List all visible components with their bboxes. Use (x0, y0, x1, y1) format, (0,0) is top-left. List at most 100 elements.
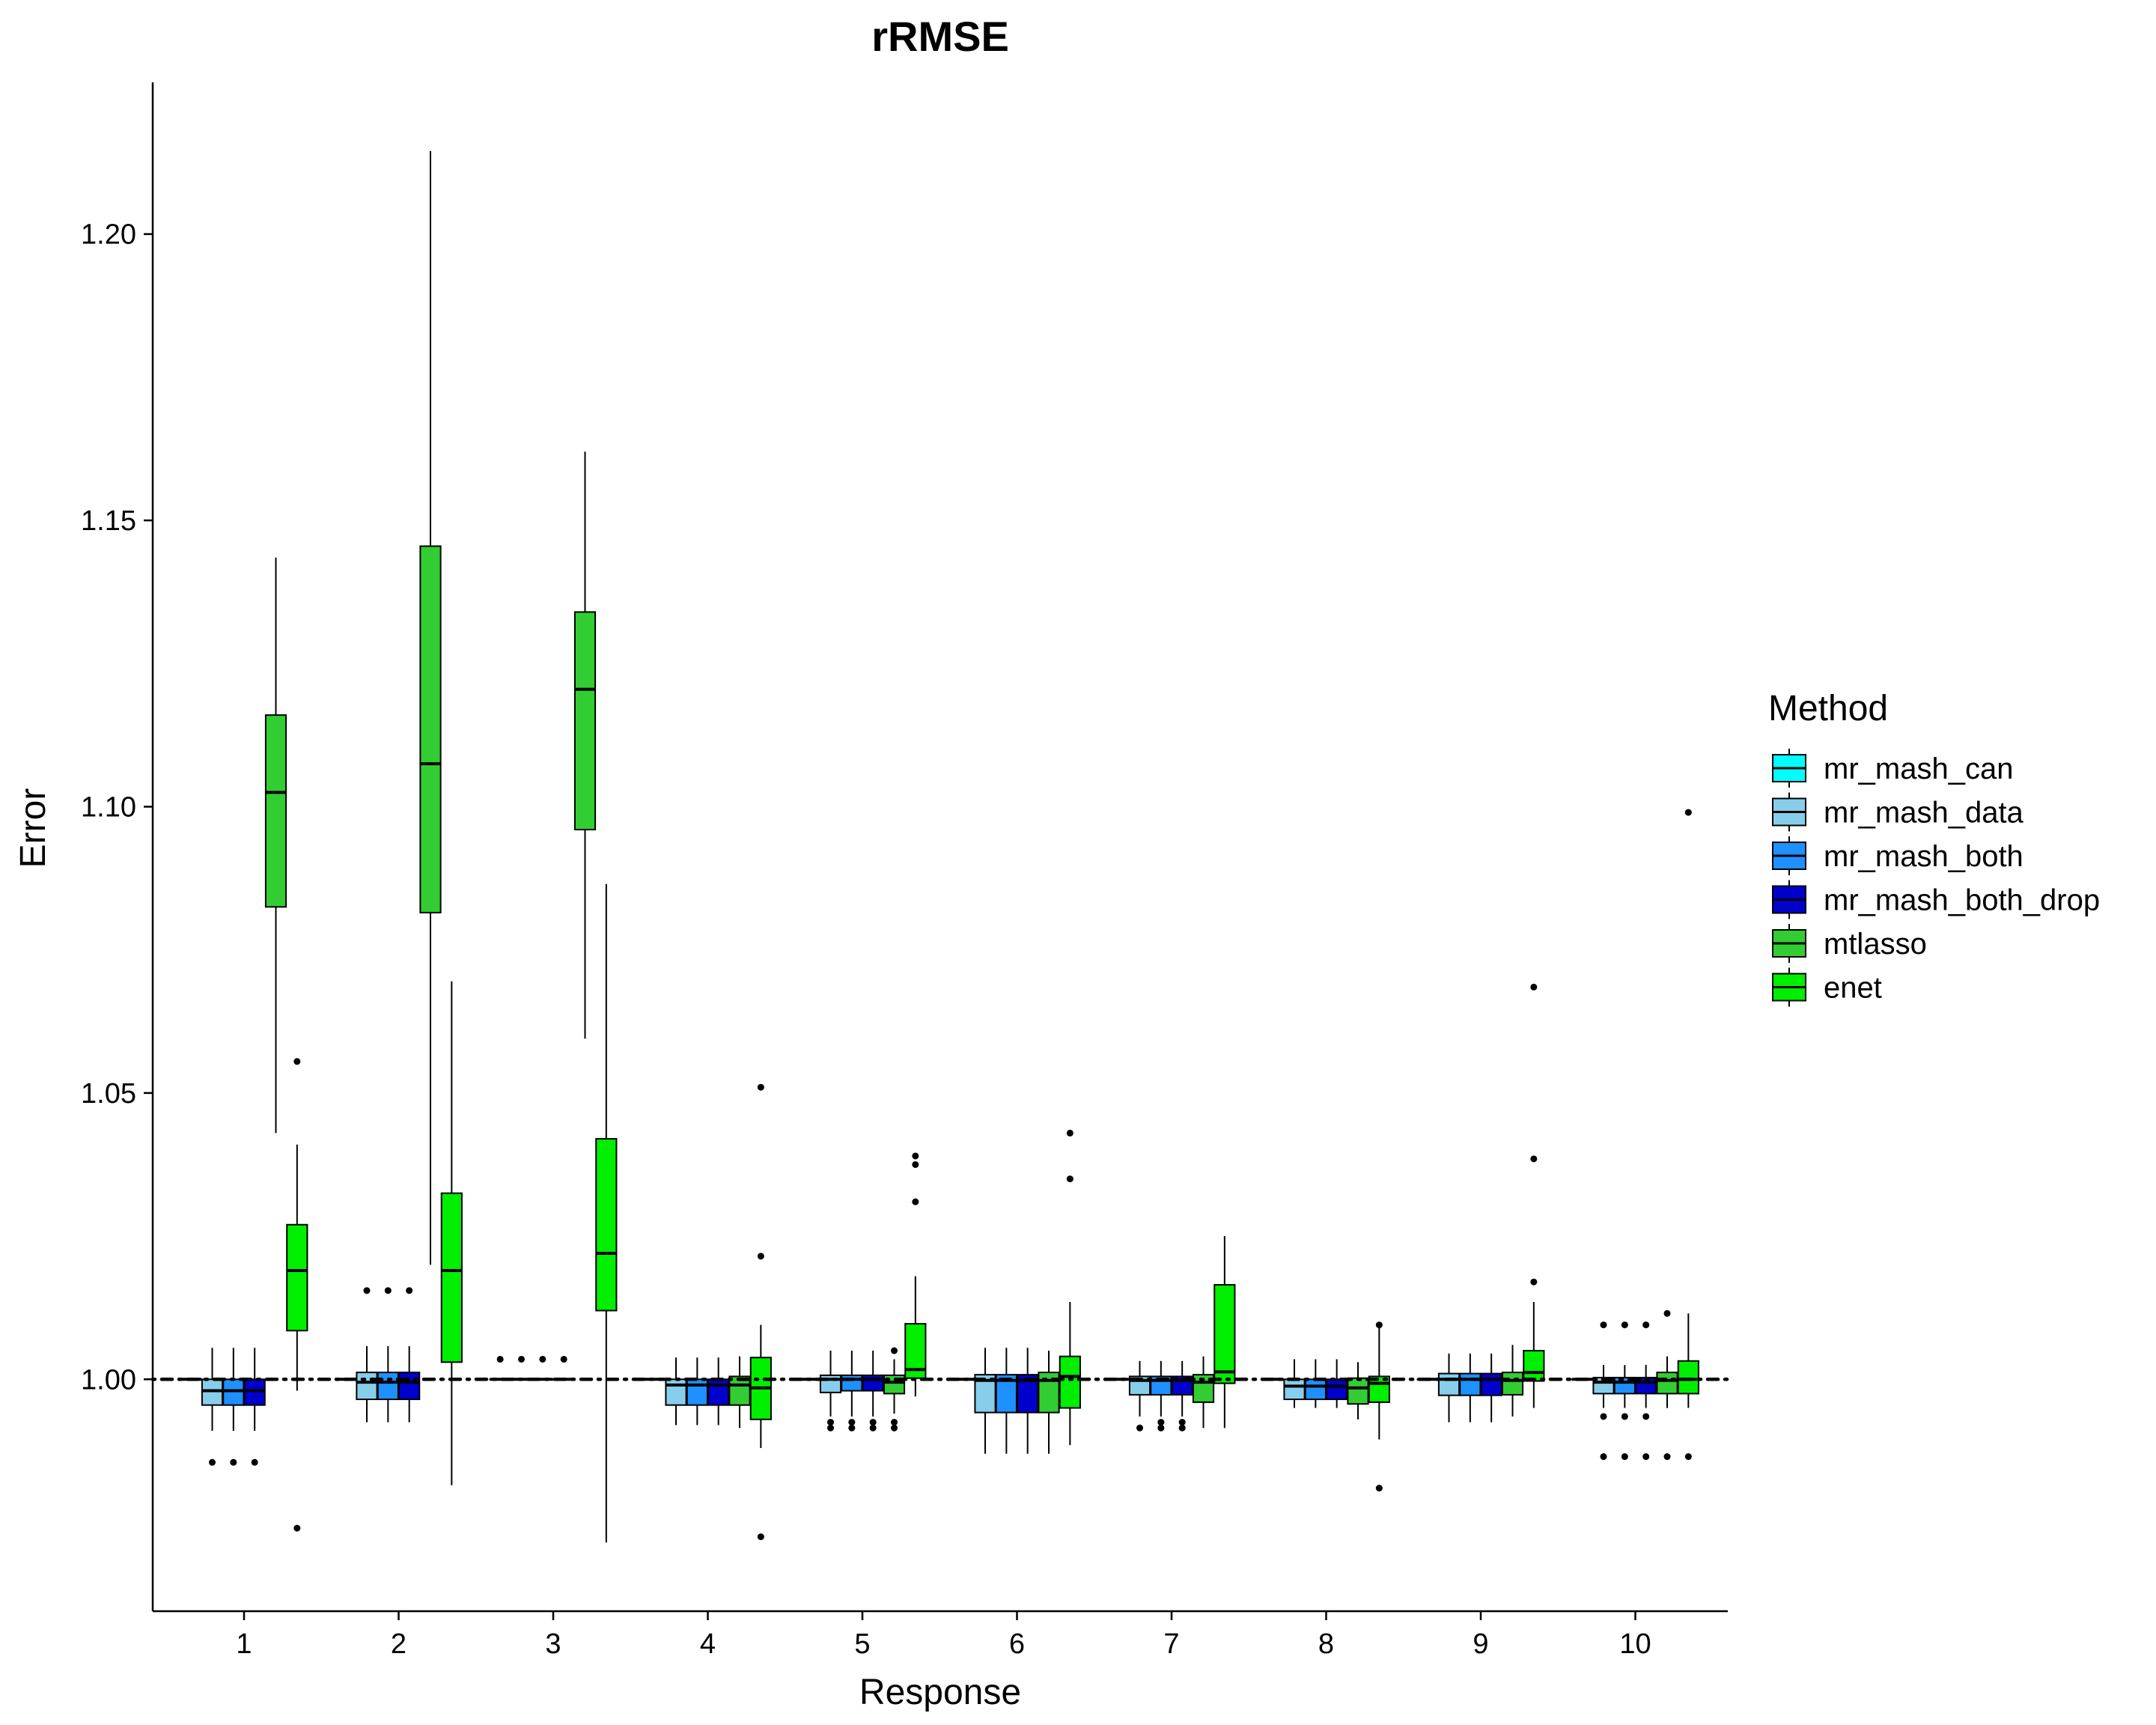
outlier-point (848, 1424, 856, 1432)
box (1326, 1378, 1348, 1401)
box (377, 1372, 399, 1401)
outlier-point (912, 1152, 919, 1160)
outlier-point (891, 1419, 898, 1426)
x-tick-label: 3 (545, 1628, 561, 1660)
outlier-point (912, 1160, 919, 1168)
plot-area (150, 150, 1730, 1543)
outlier-point (1642, 1453, 1650, 1461)
outlier-point (1621, 1321, 1628, 1329)
outlier-point (496, 1355, 504, 1363)
legend-label: mr_mash_can (1824, 752, 2013, 785)
box (1347, 1377, 1369, 1405)
x-tick-label: 5 (854, 1628, 870, 1660)
outlier-point (848, 1419, 856, 1426)
outlier-point (1600, 1321, 1607, 1329)
x-tick-label: 6 (1009, 1628, 1025, 1660)
outlier-point (757, 1253, 764, 1260)
box (707, 1378, 730, 1406)
y-tick-label: 1.05 (81, 1078, 136, 1110)
outlier-point (384, 1287, 392, 1294)
outlier-point (518, 1355, 525, 1363)
series-enet (286, 809, 1699, 1543)
x-tick-label: 8 (1318, 1628, 1334, 1660)
outlier-point (1600, 1413, 1607, 1420)
y-axis-title: Error (13, 788, 53, 868)
box (1213, 1284, 1236, 1384)
x-tick-label: 10 (1619, 1628, 1651, 1660)
outlier-point (891, 1424, 898, 1432)
outlier-point (293, 1058, 301, 1065)
x-tick-label: 9 (1473, 1628, 1488, 1660)
outlier-point (891, 1347, 898, 1354)
box (1480, 1372, 1502, 1396)
outlier-point (406, 1287, 413, 1294)
outlier-point (912, 1198, 919, 1205)
box (356, 1372, 378, 1401)
outlier-point (1663, 1453, 1671, 1461)
y-tick-label: 1.10 (81, 791, 136, 823)
outlier-point (1600, 1453, 1607, 1461)
box (595, 1138, 618, 1312)
box (573, 611, 597, 831)
x-tick-label: 2 (391, 1628, 406, 1660)
outlier-point (1530, 1155, 1538, 1163)
box (440, 1192, 463, 1363)
legend-entry-enet: enet (1772, 967, 1882, 1007)
legend-entry-mr_mash_both: mr_mash_both (1772, 836, 2023, 875)
legend-entry-mtlasso: mtlasso (1772, 924, 1927, 963)
outlier-point (293, 1524, 301, 1532)
box (686, 1378, 708, 1406)
box (665, 1378, 687, 1406)
outlier-point (539, 1355, 546, 1363)
legend-label: mtlasso (1824, 928, 1927, 961)
box (1523, 1350, 1545, 1382)
box (1656, 1372, 1678, 1395)
box (419, 545, 442, 913)
outlier-point (1178, 1419, 1186, 1426)
series-mr_mash_both (222, 1287, 1636, 1466)
outlier-point (251, 1458, 258, 1466)
box (264, 714, 287, 908)
outlier-point (1375, 1485, 1383, 1492)
series-mtlasso (264, 150, 1678, 1461)
legend-label: enet (1824, 972, 1882, 1005)
box (1059, 1355, 1081, 1409)
y-tick-label: 1.20 (81, 219, 136, 251)
box (1304, 1378, 1327, 1401)
box (398, 1372, 421, 1401)
outlier-point (560, 1355, 567, 1363)
box (1437, 1372, 1461, 1396)
box (1283, 1378, 1306, 1401)
legend-label: mr_mash_both (1824, 840, 2023, 873)
legend-entry-mr_mash_both_drop: mr_mash_both_drop (1772, 880, 2100, 919)
outlier-point (869, 1424, 877, 1432)
y-tick-label: 1.15 (81, 505, 136, 537)
legend-entry-mr_mash_can: mr_mash_can (1772, 749, 2013, 788)
outlier-point (827, 1419, 834, 1426)
outlier-point (363, 1287, 371, 1294)
outlier-point (869, 1419, 877, 1426)
legend: Method mr_mash_can mr_mash_data mr_mash_bo… (1768, 689, 2100, 1007)
legend-label: mr_mash_data (1824, 797, 2024, 830)
x-tick-label: 1 (236, 1628, 252, 1660)
outlier-point (1178, 1424, 1186, 1432)
outlier-point (1621, 1413, 1628, 1420)
outlier-point (230, 1458, 237, 1466)
outlier-point (827, 1424, 834, 1432)
outlier-point (757, 1533, 764, 1541)
box (728, 1375, 751, 1406)
y-tick-label: 1.00 (81, 1364, 136, 1396)
y-axis: 1.00 1.05 1.10 1.15 1.20 (81, 82, 154, 1611)
x-tick-label: 7 (1163, 1628, 1179, 1660)
outlier-point (757, 1083, 764, 1091)
x-axis: 1 2 3 4 5 6 7 8 9 10 (153, 1610, 1728, 1660)
chart-title: rRMSE (871, 13, 1009, 60)
box (286, 1223, 308, 1332)
outlier-point (1621, 1453, 1628, 1461)
outlier-point (1642, 1413, 1650, 1420)
outlier-point (1663, 1309, 1671, 1317)
box (841, 1374, 863, 1392)
x-axis-title: Response (859, 1673, 1021, 1712)
outlier-point (1157, 1419, 1165, 1426)
